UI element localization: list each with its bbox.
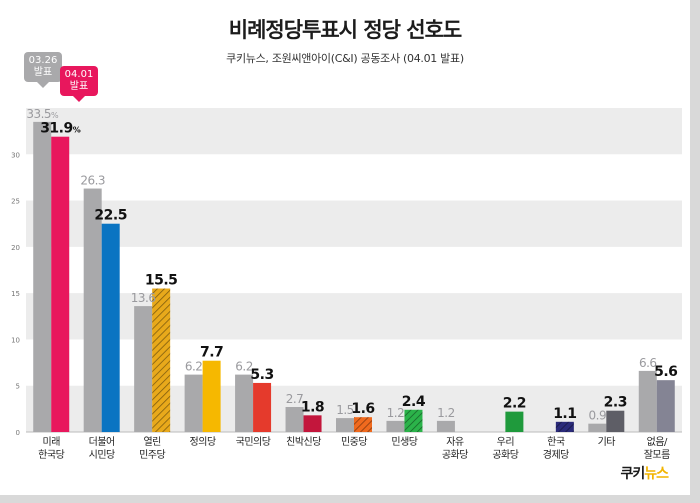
bar-curr-hatch <box>404 409 423 432</box>
bar-curr <box>303 415 322 432</box>
x-category-label: 미래 <box>43 436 61 448</box>
grid-band <box>26 108 682 155</box>
bar-curr-label: 2.4 <box>402 394 426 410</box>
legend-tag-curr-text: 발표 <box>69 81 89 92</box>
bar-prev-label: 6.2 <box>185 360 203 374</box>
x-category-label: 한국당 <box>38 449 64 461</box>
bar-curr-label: 22.5 <box>94 208 127 224</box>
bar-prev-label: 0.9 <box>589 409 607 423</box>
y-tick-label: 30 <box>11 151 20 159</box>
x-category-label: 열린 <box>143 436 161 448</box>
legend-tag-curr: 04.01 발표 <box>60 66 98 102</box>
bar-curr-label: 5.3 <box>250 367 273 383</box>
bar-prev <box>638 370 657 432</box>
chart-title: 비례정당투표시 정당 선호도 <box>228 18 462 42</box>
bar-curr-label: 31.9% <box>40 121 81 137</box>
x-category-label: 없음/ <box>647 435 668 448</box>
bar-prev-label: 13.6 <box>131 291 156 305</box>
y-tick-label: 20 <box>11 244 20 252</box>
bar-prev <box>83 188 102 432</box>
bar-prev-label: 1.5 <box>336 403 354 417</box>
kuki-news-logo: 쿠키뉴스 <box>620 463 669 483</box>
x-category-label: 정의당 <box>190 436 216 448</box>
bar-curr-hatch <box>152 288 171 432</box>
bar-curr-hatch <box>354 417 372 432</box>
logo-part1: 쿠키 <box>620 466 645 482</box>
bar-curr-label: 2.2 <box>503 396 526 412</box>
chart-subtitle: 쿠키뉴스, 조원씨앤아이(C&I) 공동조사 (04.01 발표) <box>226 52 464 65</box>
bar-prev <box>436 420 455 432</box>
bar-prev-label: 6.6 <box>639 356 657 370</box>
bar-prev-label: 26.3 <box>80 174 105 188</box>
x-category-label: 한국 <box>547 436 565 448</box>
x-category-label: 시민당 <box>89 449 115 461</box>
x-category-label: 경제당 <box>543 448 569 461</box>
bar-curr <box>606 410 625 432</box>
x-category-label: 자유 <box>446 436 464 448</box>
bar-prev-label: 33.5% <box>26 107 59 121</box>
x-category-label: 우리 <box>497 436 514 448</box>
bar-curr <box>101 223 120 432</box>
legend-tag-prev-text: 발표 <box>33 67 53 78</box>
bar-prev <box>134 306 153 432</box>
bar-curr-label: 5.6 <box>654 364 677 380</box>
x-category-label: 잘모름 <box>644 449 670 461</box>
y-tick-label: 5 <box>16 383 20 391</box>
y-tick-label: 0 <box>16 429 20 437</box>
bar-curr <box>253 382 272 432</box>
bar-curr-label: 2.3 <box>604 395 627 411</box>
x-category-label: 국민의당 <box>236 436 271 448</box>
bar-curr <box>505 411 524 432</box>
bar-curr <box>51 136 70 432</box>
y-tick-label: 25 <box>11 198 20 206</box>
x-category-label: 민주당 <box>139 449 165 461</box>
legend-tag-curr-date: 04.01 <box>64 69 94 80</box>
bar-curr <box>202 360 221 432</box>
bar-curr-label: 7.7 <box>200 345 223 361</box>
x-category-label: 기타 <box>598 436 616 448</box>
bar-curr-hatch <box>555 421 574 432</box>
y-tick-label: 10 <box>11 336 20 344</box>
y-tick-label: 15 <box>11 290 20 298</box>
bar-prev <box>336 418 354 432</box>
bar-curr <box>656 380 675 432</box>
chart-card: 비례정당투표시 정당 선호도 쿠키뉴스, 조원씨앤아이(C&I) 공동조사 (0… <box>0 0 690 495</box>
bar-curr-label: 15.5 <box>145 273 178 289</box>
x-category-label: 더불어 <box>89 436 115 448</box>
bar-prev <box>33 121 52 432</box>
grid-band <box>26 293 682 340</box>
legend-tag-prev: 03.26 발표 <box>24 52 62 88</box>
bar-curr-label: 1.6 <box>351 401 374 417</box>
x-category-label: 민생당 <box>391 436 417 448</box>
bar-prev <box>588 423 607 432</box>
logo-part2: 뉴스 <box>644 466 669 482</box>
bar-prev-label: 1.2 <box>437 406 455 420</box>
grid-band <box>26 200 682 247</box>
bar-prev <box>285 407 304 432</box>
x-category-label: 공화당 <box>492 449 518 461</box>
bar-prev-label: 2.7 <box>286 392 304 406</box>
bar-prev-label: 6.2 <box>235 360 253 374</box>
bar-prev-label: 1.2 <box>387 406 405 420</box>
bar-prev <box>386 420 405 432</box>
legend-tag-prev-date: 03.26 <box>28 55 58 66</box>
x-category-label: 민중당 <box>341 436 367 448</box>
bar-curr-label: 1.1 <box>553 406 576 422</box>
bar-prev <box>184 374 203 432</box>
bar-prev <box>235 374 254 432</box>
x-category-label: 공화당 <box>442 449 468 461</box>
bar-curr-label: 1.8 <box>301 399 324 415</box>
x-category-label: 친박신당 <box>286 436 321 448</box>
